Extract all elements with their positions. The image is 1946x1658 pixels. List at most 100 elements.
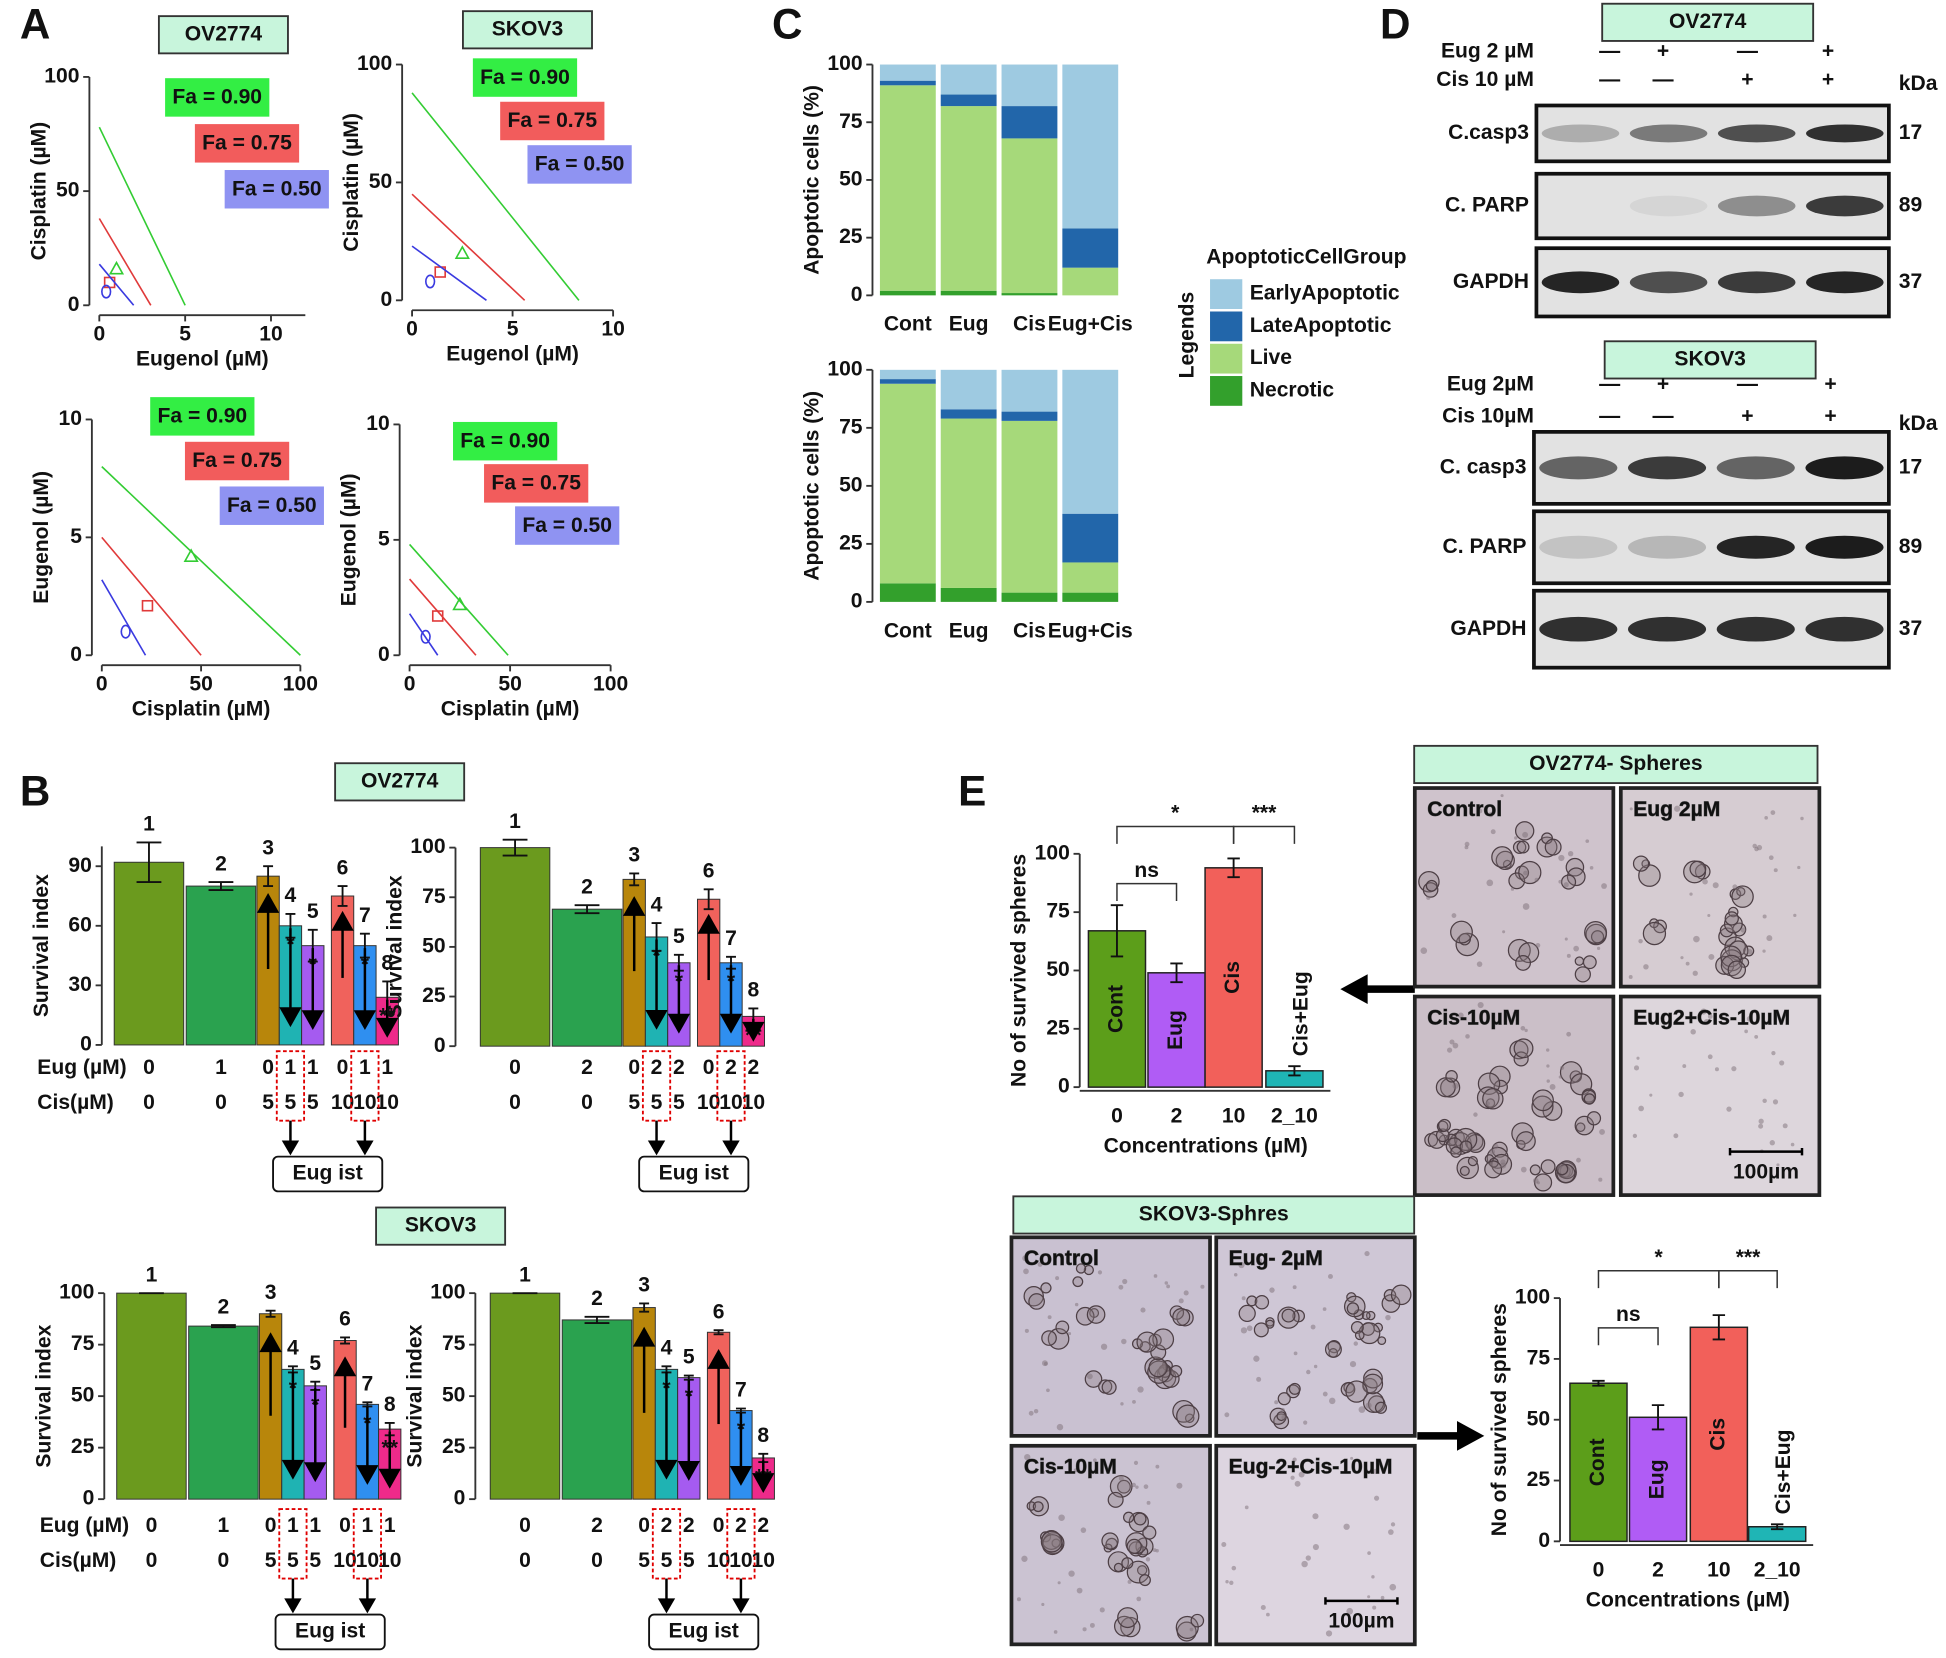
cell bbox=[1389, 1583, 1397, 1591]
panel-title: OV2774 bbox=[1669, 10, 1747, 33]
cell bbox=[1388, 1529, 1394, 1535]
y-tick-label: 100 bbox=[59, 1281, 94, 1304]
legend-box bbox=[527, 145, 632, 184]
marker bbox=[108, 260, 125, 275]
cell bbox=[1700, 1008, 1707, 1015]
x-tick-label: Cis bbox=[1013, 619, 1046, 642]
legend-box bbox=[184, 441, 290, 481]
title-box bbox=[375, 1206, 507, 1246]
cell bbox=[1678, 1091, 1684, 1098]
cis-dose: 5 bbox=[628, 1091, 640, 1114]
bar-label: Cis+Eug bbox=[1289, 971, 1312, 1056]
cell bbox=[1290, 1475, 1295, 1480]
cis-dose: 5 bbox=[638, 1549, 650, 1572]
eug-dose: 0 bbox=[337, 1056, 349, 1079]
significance: * bbox=[1171, 802, 1180, 825]
bracket bbox=[1116, 825, 1235, 844]
cis-dose: 0 bbox=[591, 1549, 603, 1572]
cis-dose: 5 bbox=[265, 1549, 277, 1572]
cell-cluster bbox=[1724, 911, 1739, 926]
cell bbox=[1714, 1067, 1719, 1072]
legend-box bbox=[484, 464, 589, 503]
eug-dose: 0 bbox=[509, 1056, 521, 1079]
cell-cluster bbox=[1536, 836, 1558, 858]
band bbox=[1627, 616, 1707, 642]
bar bbox=[551, 908, 623, 1047]
eug-dose: 1 bbox=[384, 1514, 396, 1537]
x-axis-label: Cisplatin (µM) bbox=[132, 697, 271, 720]
cell bbox=[1779, 1060, 1785, 1066]
legend-label: Fa = 0.75 bbox=[507, 109, 597, 132]
y-axis-label: Eugenol (µM) bbox=[338, 473, 361, 606]
marker bbox=[141, 599, 154, 612]
bracket bbox=[1597, 1270, 1720, 1289]
cell bbox=[1490, 829, 1496, 835]
cell bbox=[1707, 913, 1711, 918]
bar-number: 6 bbox=[337, 856, 349, 879]
y-tick-label: 25 bbox=[422, 984, 446, 1007]
legend-label: Fa = 0.75 bbox=[202, 132, 292, 155]
bar-label: Cont bbox=[1586, 1438, 1609, 1486]
bar-number: 6 bbox=[339, 1308, 351, 1331]
legend-title: ApoptoticCellGroup bbox=[1206, 246, 1406, 269]
cell bbox=[1564, 937, 1568, 941]
cell-cluster bbox=[1075, 1263, 1087, 1274]
cell-cluster bbox=[1450, 1146, 1462, 1158]
cell-cluster bbox=[1390, 1284, 1412, 1306]
bar-segment bbox=[879, 85, 936, 291]
cell-cluster bbox=[1574, 966, 1591, 983]
y-axis-label: Cisplatin (µM) bbox=[27, 122, 50, 261]
bar-segment bbox=[1001, 64, 1058, 107]
condition-sign: — bbox=[1599, 40, 1621, 63]
cell bbox=[1024, 1454, 1031, 1461]
eug-dose: 2 bbox=[673, 1056, 685, 1079]
cell bbox=[1762, 1098, 1767, 1103]
cell bbox=[1118, 1475, 1124, 1481]
micrograph-label: Cis-10µM bbox=[1427, 1006, 1520, 1029]
cis-dose: 5 bbox=[683, 1549, 695, 1572]
cell bbox=[1800, 816, 1804, 821]
band bbox=[1806, 195, 1884, 217]
cell bbox=[1372, 1605, 1377, 1610]
note-box bbox=[638, 1155, 750, 1193]
cell bbox=[1100, 1343, 1108, 1350]
error-bar bbox=[340, 1336, 351, 1345]
bar-number: 2 bbox=[215, 852, 227, 875]
cell-cluster bbox=[1560, 874, 1577, 890]
condition-sign: — bbox=[1652, 405, 1674, 428]
y-tick-label: 75 bbox=[1046, 900, 1070, 923]
fa-line bbox=[98, 218, 152, 306]
legend-side-label: Legends bbox=[1175, 292, 1198, 379]
cell bbox=[1560, 1065, 1565, 1070]
cell bbox=[1573, 945, 1580, 952]
fa-line bbox=[101, 466, 301, 656]
cell bbox=[1771, 1051, 1776, 1056]
cell bbox=[1233, 1273, 1238, 1277]
title-box bbox=[334, 762, 466, 802]
y-tick-label: 50 bbox=[422, 934, 445, 957]
cell-cluster bbox=[1028, 1496, 1050, 1517]
bar-segment bbox=[940, 106, 997, 291]
cell bbox=[1127, 1579, 1132, 1584]
cell-cluster bbox=[1113, 1562, 1124, 1573]
cell bbox=[1238, 1261, 1245, 1269]
cell bbox=[1255, 1257, 1263, 1265]
panel-title: SKOV3-Sphres bbox=[1139, 1203, 1289, 1226]
error-bar bbox=[703, 888, 714, 911]
cell bbox=[1256, 1376, 1262, 1382]
eug-dose: 1 bbox=[287, 1514, 299, 1537]
bar-number: 4 bbox=[651, 893, 663, 916]
marker bbox=[120, 624, 131, 639]
cell-cluster bbox=[1142, 1525, 1157, 1540]
condition-sign: + bbox=[1822, 68, 1834, 91]
bar-label: Cont bbox=[1105, 985, 1128, 1033]
cell bbox=[1221, 1542, 1227, 1547]
condition-sign: — bbox=[1652, 68, 1674, 91]
panel-title: SKOV3 bbox=[492, 17, 563, 40]
cell-cluster bbox=[1689, 860, 1707, 878]
legend-label: Fa = 0.50 bbox=[232, 177, 322, 200]
error-bar bbox=[713, 1329, 724, 1336]
cell bbox=[1566, 1031, 1572, 1037]
bar-number: 3 bbox=[265, 1281, 277, 1304]
y-tick-label: 100 bbox=[357, 52, 392, 75]
